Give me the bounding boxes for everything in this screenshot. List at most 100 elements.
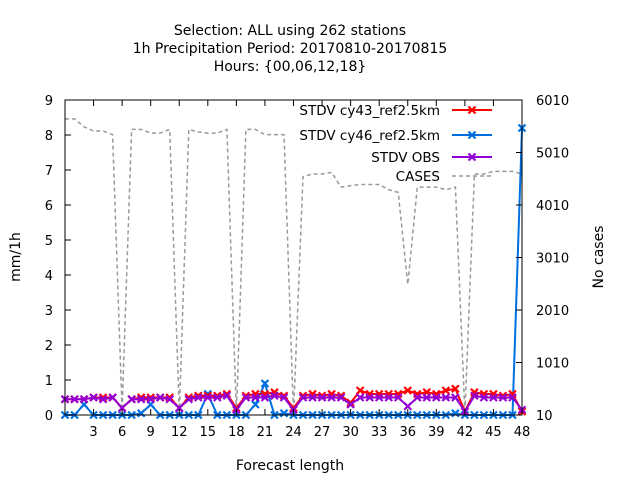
data-point [489,393,498,402]
y2-tick-label: 1010 [536,357,569,372]
plot-frame [64,99,523,416]
data-point [165,394,175,404]
series-line-stdv-cy46-ref2-5km [65,127,523,417]
y2-tick-label: 10 [536,409,553,424]
y2-tick-label: 5010 [536,147,569,162]
data-point [136,394,146,404]
data-point [365,393,374,402]
y2-tick-label: 6010 [536,94,569,109]
data-point [355,386,365,395]
data-point [194,393,203,402]
x-tick-label: 21 [257,425,274,440]
x-tick-label: 6 [118,425,126,440]
title-line-3: Hours: {00,06,12,18} [214,59,367,75]
data-point [393,393,403,402]
title-line-2: 1h Precipitation Period: 20170810-201708… [133,41,448,57]
x-tick-label: 39 [428,425,445,440]
data-point [441,393,451,402]
data-series [60,123,527,420]
data-point [451,408,460,418]
data-point [498,393,508,402]
data-point [146,394,155,404]
y-axis-ticks: 0 1 2 3 4 5 6 7 8 9 [45,94,71,424]
data-point [327,393,336,402]
data-point [203,393,213,402]
data-point [441,386,451,395]
data-point [422,393,432,402]
y2-tick-label: 2010 [536,304,569,319]
data-point [432,393,441,402]
x-tick-label: 42 [457,425,474,440]
legend-item: STDV cy43_ref2.5km [299,103,492,119]
data-point [117,403,127,413]
x-tick-label: 27 [314,425,331,440]
data-point [241,393,251,402]
data-point [403,386,413,395]
x-tick-label: 12 [171,425,188,440]
title-line-1: Selection: ALL using 262 stations [174,23,406,39]
x-tick-label: 48 [514,425,531,440]
data-point [279,393,289,402]
x-tick-label: 30 [342,425,359,440]
x-tick-label: 33 [371,425,388,440]
data-point [374,393,384,402]
chart-title: Selection: ALL using 262 stations 1h Pre… [133,23,448,75]
data-point [184,394,194,404]
x-tick-label: 18 [228,425,245,440]
data-point [403,401,413,411]
x-axis-ticks: 3 6 9 12 15 18 21 24 27 30 33 36 39 42 45 48 [89,100,530,440]
y2-tick-label: 4010 [536,199,569,214]
data-point [222,391,232,401]
x-tick-label: 45 [485,425,502,440]
x-tick-label: 3 [89,425,97,440]
x-tick-label: 9 [147,425,155,440]
data-point [251,393,260,402]
data-point [336,393,346,402]
legend-item: CASES [396,169,492,185]
y-tick-label: 2 [45,339,53,354]
x-tick-label: 36 [399,425,416,440]
data-point [384,393,393,402]
y-tick-label: 9 [45,94,53,109]
data-point [451,384,460,394]
y-tick-label: 4 [45,269,53,284]
legend-label: STDV cy43_ref2.5km [299,103,440,119]
legend: STDV cy43_ref2.5km STDV cy46_ref2.5km STDV… [299,103,492,185]
legend-item: STDV cy46_ref2.5km [299,128,492,144]
data-point [213,393,222,402]
legend-label: STDV OBS [371,150,440,166]
data-point [308,393,317,402]
data-point [270,391,279,401]
y-tick-label: 6 [45,199,53,214]
y2-tick-label: 3010 [536,252,569,267]
data-point [70,394,79,404]
data-point [355,393,365,402]
y-tick-label: 5 [45,234,53,249]
data-point [174,403,184,413]
legend-label: STDV cy46_ref2.5km [299,128,440,144]
x-tick-label: 24 [285,425,302,440]
data-point [508,393,517,402]
data-point [127,394,136,404]
data-point [412,393,422,402]
data-point [79,394,89,404]
x-axis-label: Forecast length [236,458,344,474]
data-point [298,393,308,402]
data-point [346,398,355,408]
data-point [260,379,270,388]
series-line-cases [65,118,523,415]
data-point [108,393,117,402]
x-tick-label: 15 [200,425,217,440]
data-point [89,393,98,402]
data-point [279,408,289,418]
legend-item: STDV OBS [371,150,492,166]
data-point [317,393,327,402]
legend-label: CASES [396,169,440,185]
cases-series [65,118,523,415]
y-tick-label: 7 [45,164,53,179]
y-tick-label: 1 [45,374,53,389]
y-axis-label: mm/1h [8,232,24,282]
data-point [98,394,108,404]
